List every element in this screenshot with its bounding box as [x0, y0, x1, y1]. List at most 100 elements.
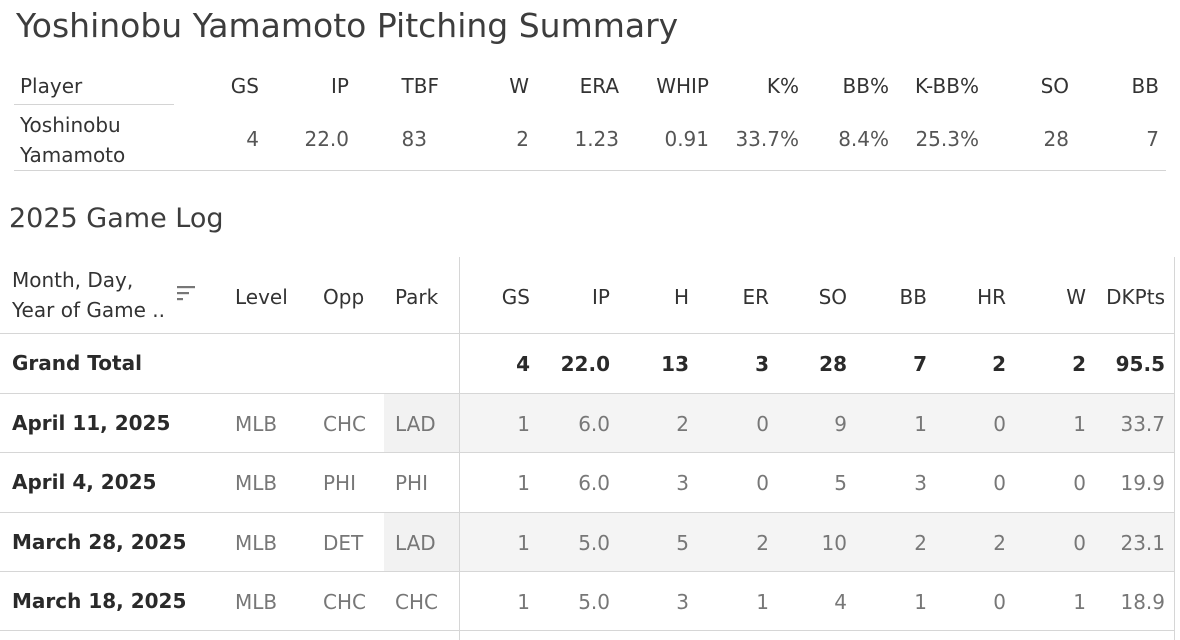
total-ip: 22.0 — [560, 352, 610, 376]
row-park: LAD — [395, 531, 436, 555]
column-header-ip[interactable]: IP — [592, 285, 610, 309]
summary-value-era: 1.23 — [574, 127, 619, 151]
column-header-level[interactable]: Level — [235, 285, 288, 309]
row-er: 0 — [756, 412, 769, 436]
row-divider-5 — [0, 630, 1174, 631]
row-level: MLB — [235, 590, 278, 614]
row-ip: 5.0 — [578, 590, 610, 614]
row-level: MLB — [235, 412, 278, 436]
row-ip: 6.0 — [578, 471, 610, 495]
row-divider-3 — [0, 512, 1174, 513]
row-date: April 4, 2025 — [12, 470, 157, 494]
summary-value-bb: 7 — [1146, 127, 1159, 151]
row-bb: 1 — [914, 412, 927, 436]
row-er: 0 — [756, 471, 769, 495]
total-er: 3 — [755, 352, 769, 376]
column-header-er[interactable]: ER — [742, 285, 769, 309]
row-park: CHC — [395, 590, 438, 614]
date-header-line1: Month, Day, — [12, 268, 134, 292]
summary-header-divider — [14, 104, 174, 105]
header-divider — [0, 333, 1174, 334]
sort-descending-icon[interactable] — [175, 283, 197, 305]
column-header-hr[interactable]: HR — [977, 285, 1006, 309]
row-w: 0 — [1073, 531, 1086, 555]
column-header-park[interactable]: Park — [395, 285, 439, 309]
row-opp: PHI — [323, 471, 356, 495]
column-divider — [459, 257, 460, 640]
row-ip: 6.0 — [578, 412, 610, 436]
summary-table: Player GS IP TBF W ERA WHIP K% BB% K-BB%… — [0, 70, 1180, 172]
row-bb: 1 — [914, 590, 927, 614]
row-date: March 18, 2025 — [12, 589, 187, 613]
page-title: Yoshinobu Yamamoto Pitching Summary — [16, 6, 679, 45]
row-level: MLB — [235, 471, 278, 495]
game-log-title: 2025 Game Log — [9, 203, 224, 234]
summary-header-gs: GS — [230, 74, 259, 98]
row-so: 5 — [834, 471, 847, 495]
column-header-bb[interactable]: BB — [899, 285, 927, 309]
summary-header-bb: BB — [1131, 74, 1159, 98]
park-shade-1 — [384, 393, 459, 452]
row-dkpts: 23.1 — [1120, 531, 1165, 555]
row-bb: 2 — [914, 531, 927, 555]
total-dkpts: 95.5 — [1115, 352, 1165, 376]
column-header-h[interactable]: H — [673, 285, 689, 309]
row-shade-3 — [460, 512, 1174, 571]
column-header-w[interactable]: W — [1066, 285, 1086, 309]
row-hr: 2 — [993, 531, 1006, 555]
row-park: PHI — [395, 471, 428, 495]
grand-total-label: Grand Total — [12, 351, 142, 375]
row-w: 0 — [1073, 471, 1086, 495]
row-divider-2 — [0, 452, 1174, 453]
row-divider-1 — [0, 393, 1174, 394]
summary-header-era: ERA — [579, 74, 619, 98]
row-ip: 5.0 — [578, 531, 610, 555]
row-gs: 1 — [517, 590, 530, 614]
summary-value-w: 2 — [516, 127, 529, 151]
summary-value-tbf: 83 — [401, 127, 427, 151]
summary-value-so: 28 — [1043, 127, 1069, 151]
right-border — [1174, 257, 1175, 640]
column-header-date[interactable]: Month, Day, Year of Game .. — [12, 268, 165, 322]
row-w: 1 — [1073, 412, 1086, 436]
column-header-opp[interactable]: Opp — [323, 285, 365, 309]
row-hr: 0 — [993, 412, 1006, 436]
summary-player-name: Yoshinobu Yamamoto — [20, 110, 125, 170]
row-dkpts: 33.7 — [1120, 412, 1165, 436]
row-gs: 1 — [517, 412, 530, 436]
row-so: 10 — [821, 531, 847, 555]
row-h: 2 — [676, 412, 689, 436]
row-hr: 0 — [993, 471, 1006, 495]
column-header-so[interactable]: SO — [818, 285, 847, 309]
row-hr: 0 — [993, 590, 1006, 614]
row-h: 3 — [676, 590, 689, 614]
summary-header-k-pct: K% — [766, 74, 799, 98]
summary-header-whip: WHIP — [656, 74, 709, 98]
summary-value-k-bb-pct: 25.3% — [915, 127, 979, 151]
row-divider-4 — [0, 571, 1174, 572]
row-gs: 1 — [517, 471, 530, 495]
row-so: 4 — [834, 590, 847, 614]
row-bb: 3 — [914, 471, 927, 495]
park-shade-3 — [384, 512, 459, 571]
row-level: MLB — [235, 531, 278, 555]
total-so: 28 — [819, 352, 847, 376]
column-header-gs[interactable]: GS — [501, 285, 530, 309]
row-opp: CHC — [323, 590, 366, 614]
summary-header-ip: IP — [331, 74, 349, 98]
column-header-dkpts[interactable]: DKPts — [1106, 285, 1165, 309]
summary-value-k-pct: 33.7% — [735, 127, 799, 151]
total-w: 2 — [1072, 352, 1086, 376]
row-date: March 28, 2025 — [12, 530, 187, 554]
row-gs: 1 — [517, 531, 530, 555]
date-header-line2: Year of Game .. — [12, 298, 165, 322]
row-shade-1 — [460, 393, 1174, 452]
summary-header-player: Player — [20, 74, 83, 98]
total-h: 13 — [661, 352, 689, 376]
summary-header-w: W — [509, 74, 529, 98]
summary-value-ip: 22.0 — [304, 127, 349, 151]
summary-value-bb-pct: 8.4% — [838, 127, 889, 151]
summary-header-bb-pct: BB% — [842, 74, 889, 98]
row-er: 1 — [756, 590, 769, 614]
row-opp: CHC — [323, 412, 366, 436]
